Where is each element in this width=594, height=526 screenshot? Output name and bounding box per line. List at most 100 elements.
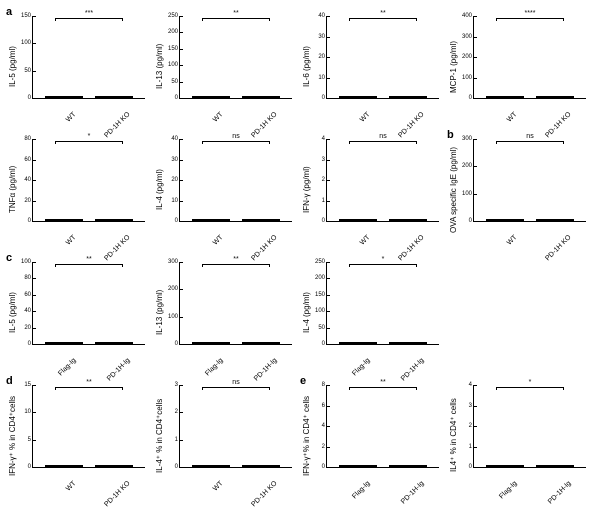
- y-axis-label: IL-4 (pg/ml): [302, 254, 312, 371]
- bar: [95, 342, 133, 344]
- bar: [192, 465, 230, 467]
- y-axis-label: IL-13 (pg/ml): [155, 8, 165, 125]
- y-tick: 10: [171, 198, 180, 204]
- y-tick: 40: [24, 177, 33, 183]
- y-tick: 80: [24, 136, 33, 142]
- bar: [95, 219, 133, 221]
- chart: dIFN-γ⁺ % in CD4⁺cells051015**WTPD-1H KO: [8, 377, 145, 494]
- y-tick: 250: [168, 13, 180, 19]
- bar: [486, 465, 524, 467]
- bar: [242, 96, 280, 98]
- bar: [45, 465, 83, 467]
- y-tick: 20: [171, 177, 180, 183]
- bar: [486, 219, 524, 221]
- bar: [339, 342, 377, 344]
- chart: IL-4 (pg/ml)050100150200250*Flag-IgPD-1H…: [302, 254, 439, 371]
- y-tick: 150: [315, 292, 327, 298]
- x-tick-label: Flag-Ig: [485, 480, 531, 526]
- y-tick: 100: [21, 40, 33, 46]
- y-tick: 300: [462, 34, 474, 40]
- y-tick: 100: [168, 314, 180, 320]
- y-tick: 30: [318, 34, 327, 40]
- chart: IL-4 (pg/ml)010203040nsWTPD-1H KO: [155, 131, 292, 248]
- bar: [45, 219, 83, 221]
- bar: [339, 96, 377, 98]
- y-tick: 100: [462, 75, 474, 81]
- bar: [242, 219, 280, 221]
- y-tick: 80: [24, 275, 33, 281]
- plot-axes: 050100150***: [32, 16, 145, 99]
- y-tick: 300: [168, 259, 180, 265]
- y-tick: 40: [171, 136, 180, 142]
- y-axis-label: IL-5 (pg/ml): [8, 254, 18, 371]
- bar: [389, 96, 427, 98]
- bar: [339, 465, 377, 467]
- chart: IFN-γ (pg/ml)01234nsWTPD-1H KO: [302, 131, 439, 248]
- x-tick-label: PD-1H-Ig: [539, 480, 585, 526]
- chart: TNFα (pg/ml)020406080*WTPD-1H KO: [8, 131, 145, 248]
- chart: eIFN-γ⁺% in CD4⁺ cells02468**Flag-IgPD-1…: [302, 377, 439, 494]
- chart: bOVA specific IgE (pg/ml)0100200300nsWTP…: [449, 131, 586, 248]
- bar: [339, 219, 377, 221]
- bar: [536, 219, 574, 221]
- bar: [486, 96, 524, 98]
- y-axis-label: IL-13 (pg/ml): [155, 254, 165, 371]
- y-tick: 200: [462, 163, 474, 169]
- bar: [45, 342, 83, 344]
- y-tick: 20: [318, 54, 327, 60]
- y-tick: 100: [462, 191, 474, 197]
- plot-axes: 0100200300ns: [473, 139, 586, 222]
- y-axis-label: IL-4⁺ % in CD4⁺cells: [155, 377, 165, 494]
- y-tick: 50: [318, 325, 327, 331]
- y-tick: 100: [315, 308, 327, 314]
- bar: [389, 342, 427, 344]
- y-tick: 60: [24, 157, 33, 163]
- plot-axes: 010203040ns: [179, 139, 292, 222]
- x-tick-label: WT: [191, 480, 237, 526]
- y-tick: 10: [24, 409, 33, 415]
- x-tick-label: Flag-Ig: [338, 480, 384, 526]
- y-tick: 30: [171, 157, 180, 163]
- bar: [95, 465, 133, 467]
- bar: [192, 342, 230, 344]
- bar: [192, 219, 230, 221]
- bar: [389, 219, 427, 221]
- plot-axes: 051015**: [32, 385, 145, 468]
- chart: IL-4⁺ % in CD4⁺cells0123nsWTPD-1H KO: [155, 377, 292, 494]
- x-tick-label: WT: [44, 480, 90, 526]
- bar: [242, 342, 280, 344]
- y-axis-label: IL-5 (pg/ml): [8, 8, 18, 125]
- y-axis-label: MCP-1 (pg/ml): [449, 8, 459, 125]
- chart: IL-13 (pg/ml)0100200300**Flag-IgPD-1H-Ig: [155, 254, 292, 371]
- bar: [95, 96, 133, 98]
- chart: IL4⁺ % in CD4⁺ cells01234*Flag-IgPD-1H-I…: [449, 377, 586, 494]
- y-tick: 50: [171, 79, 180, 85]
- y-tick: 400: [462, 13, 474, 19]
- plot-axes: 0100200300**: [179, 262, 292, 345]
- y-axis-label: OVA specific IgE (pg/ml): [449, 131, 459, 248]
- y-tick: 250: [315, 259, 327, 265]
- bar: [192, 96, 230, 98]
- plot-axes: 01234*: [473, 385, 586, 468]
- plot-axes: 01234ns: [326, 139, 439, 222]
- chart: cIL-5 (pg/ml)020406080100**Flag-IgPD-1H-…: [8, 254, 145, 371]
- plot-axes: 020406080*: [32, 139, 145, 222]
- plot-axes: 050100150200250*: [326, 262, 439, 345]
- bar: [389, 465, 427, 467]
- y-tick: 40: [318, 13, 327, 19]
- y-tick: 20: [24, 325, 33, 331]
- x-tick-label: PD-1H KO: [245, 480, 291, 526]
- y-tick: 10: [318, 75, 327, 81]
- y-tick: 100: [168, 62, 180, 68]
- y-tick: 40: [24, 308, 33, 314]
- chart: [449, 254, 586, 371]
- y-tick: 50: [24, 68, 33, 74]
- bar: [536, 465, 574, 467]
- bar: [45, 96, 83, 98]
- chart-grid: aIL-5 (pg/ml)050100150***WTPD-1H KOIL-13…: [8, 8, 586, 494]
- chart: aIL-5 (pg/ml)050100150***WTPD-1H KO: [8, 8, 145, 125]
- chart: IL-13 (pg/ml)050100150200250**WTPD-1H KO: [155, 8, 292, 125]
- bar: [242, 465, 280, 467]
- chart: IL-6 (pg/ml)010203040**WTPD-1H KO: [302, 8, 439, 125]
- y-axis-label: IFN-γ (pg/ml): [302, 131, 312, 248]
